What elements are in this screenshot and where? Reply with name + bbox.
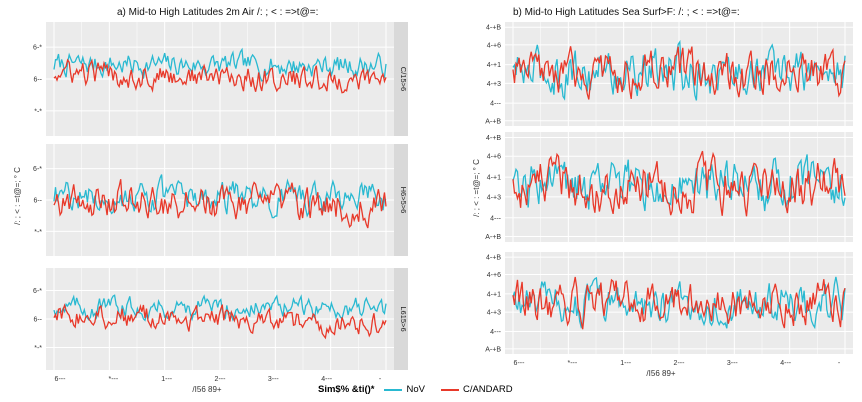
- legend: Sim$% &ti()* NoV C/ANDARD: [318, 384, 523, 395]
- y-tick-label: 4-+B: [486, 135, 501, 142]
- y-axis-label: /: ; < : =t@=; ° C: [472, 159, 481, 217]
- legend-item-nov: NoV: [384, 384, 425, 395]
- y-tick-label: 6--: [33, 317, 42, 324]
- facet-strip-label: H6>5>6: [399, 187, 408, 214]
- y-tick-label: 4---: [490, 215, 502, 222]
- y-tick-label: 6--: [33, 198, 42, 205]
- panel-b-title: b) Mid-to High Latitudes Sea Surf>F: /: …: [513, 7, 740, 18]
- y-tick-label: 4-+3: [487, 81, 501, 88]
- facet-strip-label: C/15>6: [399, 67, 408, 91]
- x-tick-label: 3---: [268, 376, 280, 383]
- y-tick-label: *-*: [34, 229, 42, 236]
- x-tick-label: *---: [108, 376, 118, 383]
- series-line-standard: [53, 179, 387, 229]
- series-line-nov: [53, 47, 387, 82]
- facet-strip-label: L615>6: [399, 306, 408, 331]
- y-tick-label: 4---: [490, 329, 502, 336]
- y-tick-label: 4-+1: [487, 175, 501, 182]
- y-tick-label: *-*: [34, 345, 42, 352]
- x-tick-label: 1---: [620, 360, 632, 367]
- y-tick-label: 4---: [490, 101, 502, 108]
- x-tick-label: 6---: [55, 376, 67, 383]
- panel-a-title: a) Mid-to High Latitudes 2m Air /: ; < :…: [117, 7, 319, 18]
- y-tick-label: A-+B: [485, 346, 501, 353]
- facet-strip: [394, 22, 408, 136]
- series-line-nov: [512, 276, 846, 330]
- series-line-standard: [512, 46, 846, 100]
- series-line-standard: [53, 303, 387, 340]
- legend-item-standard: C/ANDARD: [440, 384, 513, 395]
- x-tick-label: -: [838, 360, 841, 367]
- y-axis-label: /: ; < : =t@=; ° C: [13, 167, 22, 225]
- y-tick-label: *-*: [34, 108, 42, 115]
- y-tick-label: 4-+B: [486, 25, 501, 32]
- y-tick-label: 4-+6: [487, 42, 501, 49]
- y-tick-label: 6--: [33, 77, 42, 84]
- x-axis-label: /I56 89+: [192, 385, 221, 394]
- x-tick-label: 4---: [321, 376, 333, 383]
- y-tick-label: 4-+1: [487, 291, 501, 298]
- series-line-nov: [53, 294, 387, 322]
- facet-strip: [394, 144, 408, 256]
- y-tick-label: A-+B: [485, 234, 501, 241]
- legend-title: Sim$% &ti()*: [318, 384, 375, 395]
- facet-strip: [394, 268, 408, 370]
- y-tick-label: 4-+6: [487, 154, 501, 161]
- y-tick-label: 4-+3: [487, 194, 501, 201]
- x-tick-label: 2---: [674, 360, 686, 367]
- y-tick-label: 6-*: [33, 166, 42, 173]
- x-tick-label: 1---: [161, 376, 173, 383]
- legend-label-standard: C/ANDARD: [462, 384, 513, 395]
- y-tick-label: 4-+3: [487, 310, 501, 317]
- x-tick-label: *---: [567, 360, 577, 367]
- x-tick-label: 4---: [780, 360, 792, 367]
- series-line-standard: [53, 58, 387, 94]
- series-line-standard: [512, 150, 846, 217]
- series-line-nov: [512, 39, 846, 101]
- legend-swatch-standard: [440, 388, 459, 391]
- x-tick-label: 3---: [727, 360, 739, 367]
- y-tick-label: 6-*: [33, 45, 42, 52]
- y-tick-label: A-+B: [485, 118, 501, 125]
- x-axis-label: /I56 89+: [646, 369, 675, 378]
- legend-label-nov: NoV: [406, 384, 425, 395]
- series-line-standard: [512, 276, 846, 330]
- y-tick-label: 4-+B: [486, 255, 501, 262]
- x-tick-label: 2---: [215, 376, 227, 383]
- x-tick-label: -: [379, 376, 382, 383]
- y-tick-label: 6-*: [33, 288, 42, 295]
- legend-swatch-nov: [384, 388, 403, 391]
- x-tick-label: 6---: [514, 360, 526, 367]
- y-tick-label: 4-+6: [487, 272, 501, 279]
- y-tick-label: 4-+1: [487, 62, 501, 69]
